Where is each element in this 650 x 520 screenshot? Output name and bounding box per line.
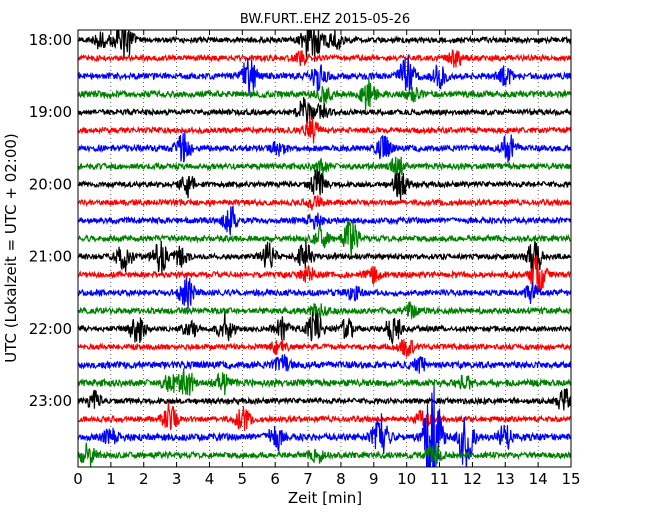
seismogram-traces bbox=[78, 30, 571, 467]
x-tick-label: 2 bbox=[139, 470, 149, 488]
trace-row-2230 bbox=[78, 368, 571, 396]
trace-row-2245 bbox=[78, 388, 571, 411]
trace-row-2330 bbox=[78, 441, 571, 467]
trace-row-1745 bbox=[78, 30, 571, 62]
x-tick-label: 0 bbox=[73, 470, 83, 488]
grid-lines bbox=[110, 30, 539, 467]
y-tick-label: 20:00 bbox=[29, 175, 72, 193]
x-tick-label: 4 bbox=[205, 470, 215, 488]
y-tick-label: 22:00 bbox=[29, 320, 72, 338]
y-tick-label: 21:00 bbox=[29, 248, 72, 266]
trace-row-2045 bbox=[78, 240, 571, 277]
x-tick-label: 7 bbox=[303, 470, 313, 488]
trace-row-1800 bbox=[78, 49, 571, 68]
x-tick-label: 6 bbox=[270, 470, 280, 488]
y-tick-labels: 18:00 19:00 20:00 21:00 22:00 23:00 bbox=[29, 31, 72, 410]
y-axis-label: UTC (Lokalzeit = UTC + 02:00) bbox=[2, 133, 20, 363]
trace-row-1915 bbox=[78, 131, 571, 163]
trace-row-2100 bbox=[78, 255, 571, 293]
trace-row-2015 bbox=[78, 205, 571, 236]
x-tick-label: 11 bbox=[430, 470, 449, 488]
trace-row-2300 bbox=[78, 402, 571, 431]
trace-row-2130 bbox=[78, 301, 571, 320]
x-tick-label: 10 bbox=[397, 470, 416, 488]
trace-row-2115 bbox=[78, 277, 571, 309]
trace-row-1930 bbox=[78, 156, 571, 176]
x-axis-label: Zeit [min] bbox=[288, 489, 362, 507]
trace-row-1845 bbox=[78, 96, 571, 127]
x-tick-label: 9 bbox=[369, 470, 379, 488]
trace-row-2315 bbox=[78, 386, 571, 467]
x-tick-label: 14 bbox=[529, 470, 548, 488]
x-tick-label: 12 bbox=[463, 470, 482, 488]
y-tick-label: 18:00 bbox=[29, 31, 72, 49]
trace-row-1900 bbox=[78, 116, 571, 144]
axis-ticks bbox=[77, 30, 572, 467]
plot-frame bbox=[77, 29, 572, 468]
x-tick-label: 5 bbox=[238, 470, 248, 488]
x-tick-label: 15 bbox=[561, 470, 580, 488]
trace-row-2145 bbox=[78, 311, 571, 346]
x-tick-label: 3 bbox=[172, 470, 182, 488]
trace-row-2200 bbox=[78, 339, 571, 359]
x-tick-label: 13 bbox=[496, 470, 515, 488]
trace-row-2030 bbox=[78, 219, 571, 258]
trace-row-2000 bbox=[78, 195, 571, 211]
x-tick-labels: 0 1 2 3 4 5 6 7 8 9 10 11 12 13 14 15 bbox=[73, 470, 580, 488]
x-tick-label: 8 bbox=[336, 470, 346, 488]
x-tick-label: 1 bbox=[106, 470, 116, 488]
y-tick-label: 23:00 bbox=[29, 392, 72, 410]
trace-row-2215 bbox=[78, 354, 571, 374]
y-tick-label: 19:00 bbox=[29, 103, 72, 121]
trace-row-1815 bbox=[78, 55, 571, 95]
trace-row-1945 bbox=[78, 169, 571, 201]
trace-row-1830 bbox=[78, 78, 571, 111]
chart-title: BW.FURT..EHZ 2015-05-26 bbox=[240, 12, 410, 27]
